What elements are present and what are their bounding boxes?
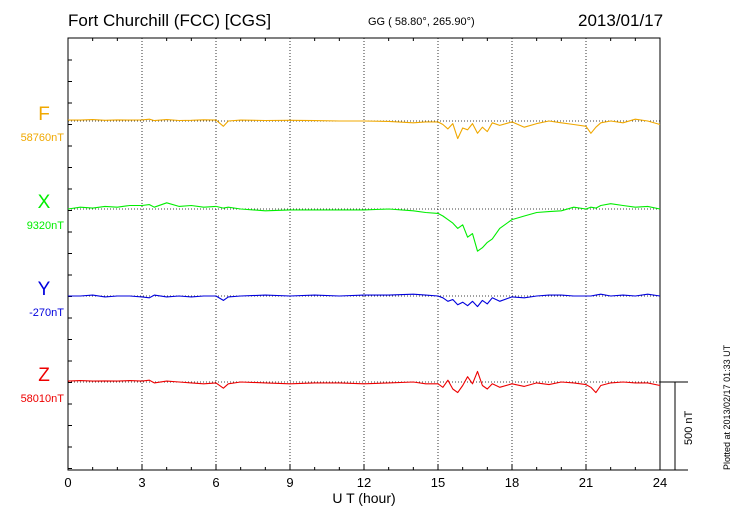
series-name-x: X: [38, 192, 51, 213]
series-line-y: [68, 293, 661, 308]
series-baseline-y: -270nT: [29, 307, 64, 319]
plotted-timestamp: Plotted at 2013/02/17 01:33 UT: [722, 344, 730, 470]
x-tick-label: 3: [138, 475, 145, 490]
plot-date: 2013/01/17: [578, 11, 664, 30]
plot-layer: 0 3 6 9 12 15 18 21 24 U T (hour) F 58760nT X 9320nT Y…: [21, 37, 695, 506]
series-baseline-f: 58760nT: [21, 132, 65, 144]
x-tick-label: 0: [64, 475, 71, 490]
series-line-z: [67, 370, 661, 394]
x-tick-label: 12: [357, 475, 371, 490]
series-line-f: [68, 118, 661, 140]
x-tick-label: 6: [212, 475, 219, 490]
series-baseline-x: 9320nT: [27, 220, 65, 232]
x-tick-label: 15: [431, 475, 445, 490]
station-title: Fort Churchill (FCC) [CGS]: [68, 11, 272, 30]
series-name-y: Y: [38, 279, 51, 300]
series-baseline-z: 58010nT: [21, 393, 65, 405]
series-name-f: F: [38, 104, 50, 125]
station-coordinates: GG ( 58.80°, 265.90°): [368, 16, 475, 28]
x-tick-label: 9: [286, 475, 293, 490]
scale-bar-label: 500 nT: [683, 410, 695, 445]
series-line-x: [67, 202, 661, 252]
x-tick-label: 24: [653, 475, 667, 490]
x-axis-label: U T (hour): [332, 490, 395, 506]
x-tick-label: 18: [505, 475, 519, 490]
series-name-z: Z: [38, 365, 50, 386]
x-tick-label: 21: [579, 475, 593, 490]
